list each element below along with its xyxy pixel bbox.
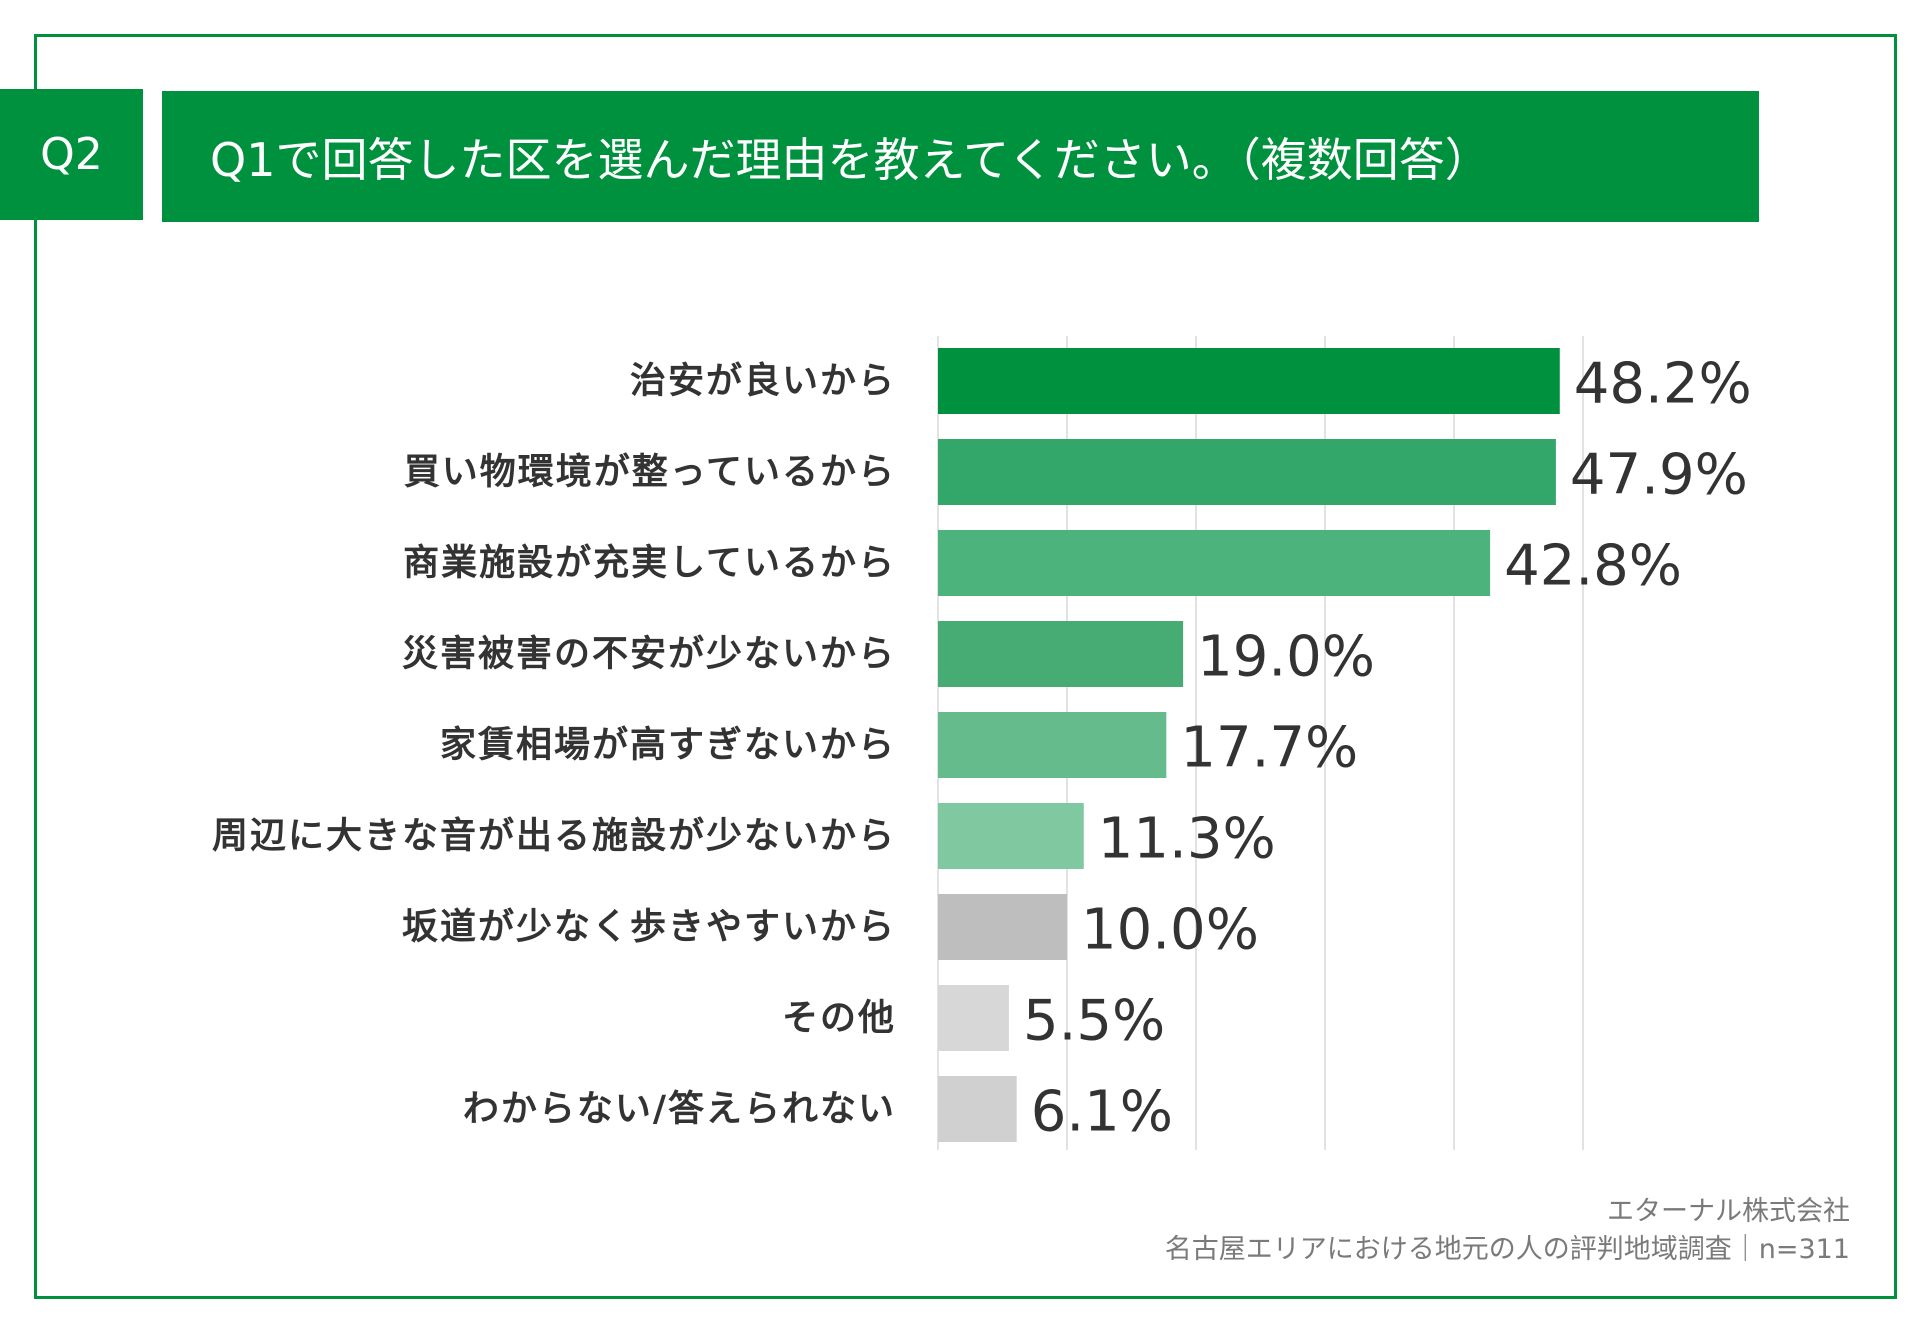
category-label: 治安が良いから	[630, 361, 896, 402]
value-label: 5.5%	[1023, 989, 1165, 1054]
company-name: エターナル株式会社	[1607, 1196, 1850, 1227]
value-label: 47.9%	[1570, 443, 1748, 508]
question-title: Q1で回答した区を選んだ理由を教えてください。（複数回答）	[162, 91, 1759, 222]
value-label: 6.1%	[1031, 1080, 1173, 1145]
bar	[938, 1076, 1017, 1142]
value-label: 11.3%	[1098, 807, 1276, 872]
value-label: 17.7%	[1180, 716, 1358, 781]
bar	[938, 530, 1491, 596]
category-labels: 治安が良いから買い物環境が整っているから商業施設が充実しているから災害被害の不安…	[212, 361, 896, 1130]
bar	[938, 439, 1556, 505]
chart-frame	[34, 34, 1897, 1299]
bars	[938, 348, 1560, 1142]
source-footer: エターナル株式会社 名古屋エリアにおける地元の人の評判地域調査｜n=311	[1165, 1193, 1850, 1269]
category-label: その他	[782, 998, 896, 1039]
value-label: 10.0%	[1081, 898, 1259, 963]
category-label: 災害被害の不安が少ないから	[402, 634, 896, 675]
value-labels: 48.2% 47.9% 42.8% 19.0% 17.7% 11.3% 10.0% 5.5% 6…	[1023, 352, 1752, 1145]
bar	[938, 621, 1184, 687]
value-label: 48.2%	[1574, 352, 1752, 417]
question-number-badge: Q2	[0, 89, 143, 220]
category-label: 家賃相場が高すぎないから	[440, 725, 896, 766]
bar	[938, 348, 1560, 414]
bar	[938, 803, 1084, 869]
bar	[938, 712, 1167, 778]
bar	[938, 894, 1067, 960]
value-label: 19.0%	[1197, 625, 1375, 690]
survey-info: 名古屋エリアにおける地元の人の評判地域調査｜n=311	[1164, 1234, 1850, 1265]
category-label: 商業施設が充実しているから	[403, 543, 896, 584]
value-label: 42.8%	[1504, 534, 1682, 599]
category-label: 周辺に大きな音が出る施設が少ないから	[212, 816, 896, 857]
category-label: わからない/答えられない	[463, 1089, 896, 1130]
category-label: 坂道が少なく歩きやすいから	[402, 907, 896, 948]
bar	[938, 985, 1009, 1051]
category-label: 買い物環境が整っているから	[404, 452, 896, 493]
